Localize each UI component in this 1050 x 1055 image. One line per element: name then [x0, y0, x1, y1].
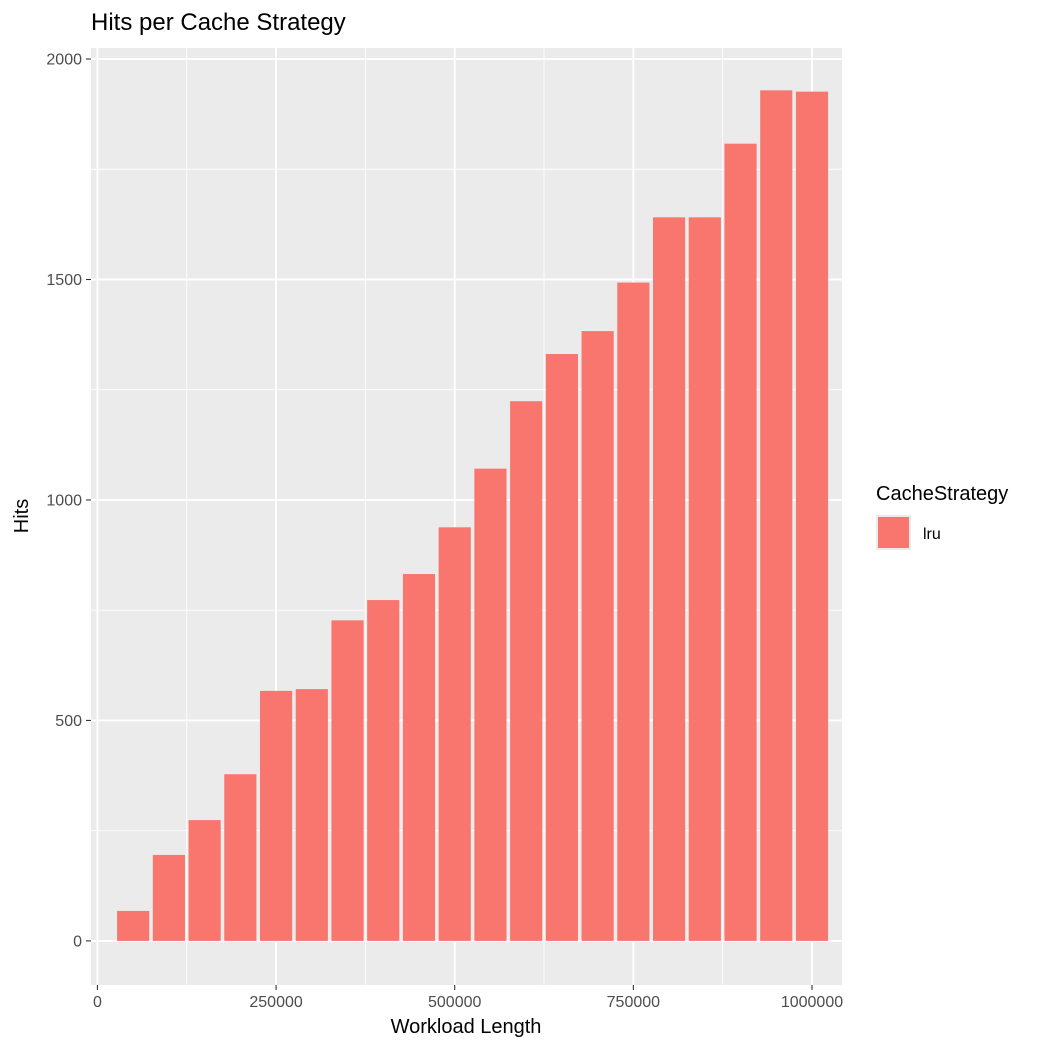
y-tick-label: 500	[55, 713, 82, 730]
bar	[295, 689, 328, 941]
bar	[259, 690, 293, 941]
bar	[188, 820, 221, 941]
legend-title: CacheStrategy	[876, 483, 1008, 505]
bars	[117, 90, 829, 941]
x-tick-label: 1000000	[781, 994, 843, 1011]
bar	[331, 620, 364, 941]
y-axis-title: Hits	[11, 499, 33, 533]
legend-swatch-lru	[878, 517, 909, 548]
axes: 0 250000 500000 750000 1000000 0 500 1000 1500 20…	[46, 52, 843, 1011]
x-tick-label: 0	[93, 994, 102, 1011]
bar	[795, 91, 829, 941]
bar	[617, 282, 650, 941]
bar	[402, 574, 436, 941]
bar	[510, 401, 543, 941]
bar	[438, 527, 471, 941]
y-tick-label: 1000	[46, 492, 82, 509]
x-tick-label: 250000	[249, 994, 302, 1011]
bar	[688, 217, 721, 941]
chart-title: Hits per Cache Strategy	[91, 9, 346, 36]
bar	[545, 354, 578, 941]
y-tick-label: 0	[73, 933, 82, 950]
bar	[724, 143, 757, 941]
y-tick-label: 1500	[46, 272, 82, 289]
bar	[760, 90, 793, 941]
legend-label-lru: lru	[923, 526, 941, 543]
bar	[224, 774, 257, 941]
bar	[367, 600, 400, 941]
x-tick-label: 750000	[607, 994, 660, 1011]
x-axis-title: Workload Length	[391, 1016, 542, 1038]
bar	[152, 854, 185, 941]
y-tick-label: 2000	[46, 52, 82, 69]
bar	[474, 468, 507, 941]
legend: CacheStrategy lru	[876, 483, 1008, 550]
bar	[581, 331, 614, 941]
x-tick-label: 500000	[428, 994, 481, 1011]
bar	[652, 217, 686, 941]
bar	[117, 910, 150, 941]
